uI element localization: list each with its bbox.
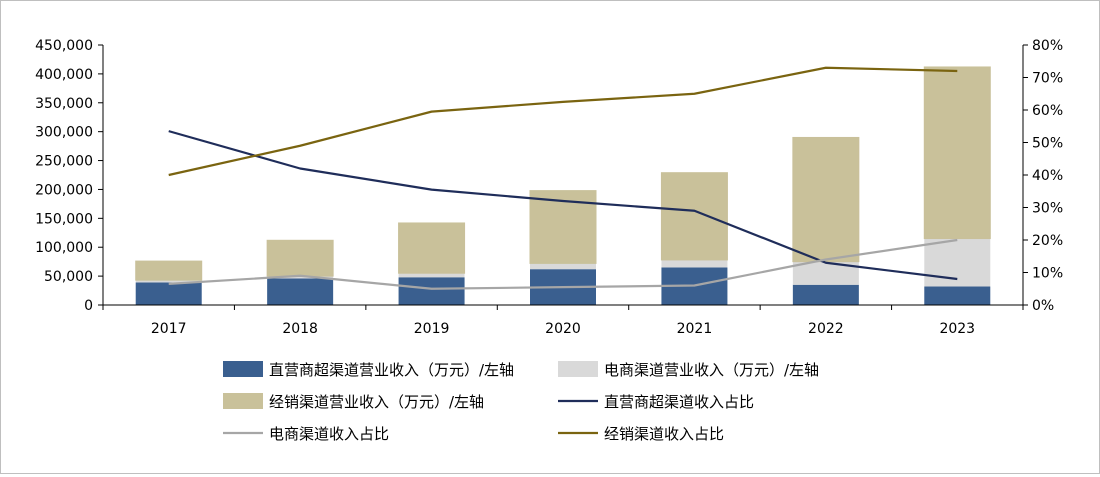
x-tick-label: 2019 — [414, 321, 450, 337]
legend-swatch — [558, 361, 598, 377]
x-tick-label: 2017 — [151, 321, 187, 337]
left-tick-label: 300,000 — [35, 125, 93, 141]
legend-label: 直营商超渠道收入占比 — [604, 393, 754, 411]
bar-0-2019 — [398, 277, 465, 305]
right-tick-label: 20% — [1032, 233, 1063, 249]
right-tick-label: 0% — [1032, 298, 1054, 314]
bar-2-2021 — [660, 172, 728, 261]
x-tick-label: 2023 — [939, 321, 975, 337]
bar-2-2022 — [792, 136, 860, 263]
line-series-0 — [168, 130, 958, 281]
bar-1-2020 — [530, 263, 596, 270]
x-tick-label: 2022 — [808, 321, 844, 337]
left-tick-label: 250,000 — [35, 154, 93, 170]
legend-swatch — [223, 361, 263, 377]
legend-label: 电商渠道营业收入（万元）/左轴 — [604, 361, 819, 379]
left-tick-label: 450,000 — [35, 38, 93, 54]
right-tick-label: 40% — [1032, 168, 1063, 184]
line-series-2 — [168, 66, 958, 177]
x-tick-label: 2021 — [677, 321, 713, 337]
right-tick-label: 50% — [1032, 136, 1063, 152]
left-tick-label: 150,000 — [35, 211, 93, 227]
bar-0-2018 — [267, 278, 334, 305]
x-tick-label: 2020 — [545, 321, 581, 337]
legend-label: 直营商超渠道营业收入（万元）/左轴 — [269, 361, 514, 379]
left-tick-label: 200,000 — [35, 182, 93, 198]
x-tick-label: 2018 — [282, 321, 318, 337]
bar-0-2017 — [135, 282, 202, 305]
left-tick-label: 350,000 — [35, 96, 93, 112]
bar-2-2019 — [398, 222, 466, 274]
lines-layer — [168, 66, 958, 290]
legend: 直营商超渠道营业收入（万元）/左轴 电商渠道营业收入（万元）/左轴经销渠道营业收入… — [223, 361, 819, 443]
left-tick-label: 0 — [84, 298, 93, 314]
ticks-layer: 0 50,000 100,000 150,000 200,000 250,000 300,0… — [35, 38, 1063, 337]
right-tick-label: 80% — [1032, 38, 1063, 54]
right-tick-label: 70% — [1032, 71, 1063, 87]
legend-label: 经销渠道营业收入（万元）/左轴 — [269, 393, 484, 411]
legend-label: 经销渠道收入占比 — [604, 425, 724, 443]
left-tick-label: 100,000 — [35, 240, 93, 256]
left-tick-label: 400,000 — [35, 67, 93, 83]
legend-swatch — [223, 393, 263, 409]
legend-label: 电商渠道收入占比 — [269, 425, 389, 443]
left-tick-label: 50,000 — [44, 269, 93, 285]
bar-0-2023 — [924, 286, 991, 305]
bar-2-2023 — [923, 66, 991, 240]
bar-2-2017 — [135, 260, 203, 281]
bar-0-2022 — [792, 284, 859, 305]
right-tick-label: 60% — [1032, 103, 1063, 119]
bar-1-2018 — [267, 276, 334, 279]
bar-1-2023 — [924, 238, 991, 287]
bar-1-2019 — [398, 273, 465, 278]
line-series-1 — [168, 238, 958, 290]
bar-2-2018 — [266, 239, 334, 277]
right-tick-label: 30% — [1032, 201, 1063, 217]
bar-1-2022 — [792, 261, 859, 285]
bar-1-2017 — [135, 280, 202, 283]
bar-1-2021 — [661, 259, 728, 268]
right-tick-label: 10% — [1032, 266, 1063, 282]
